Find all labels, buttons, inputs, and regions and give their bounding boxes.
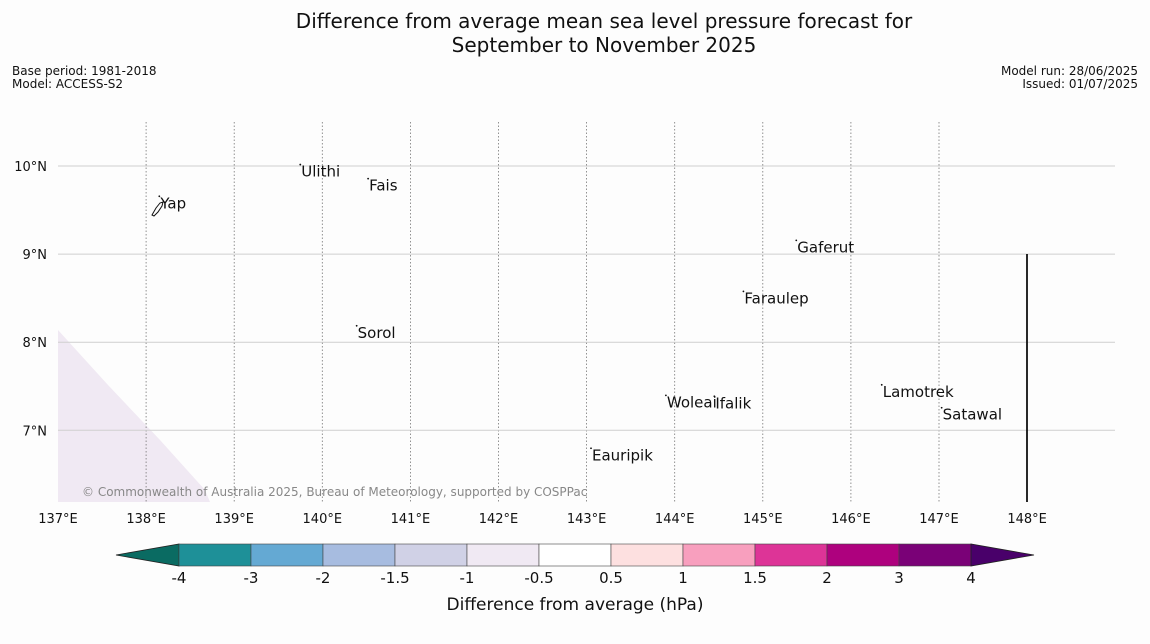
- colorbar-tick-label: -0.5: [524, 569, 553, 587]
- colorbar-tick-label: 2: [822, 569, 832, 587]
- island-marker: [367, 177, 370, 180]
- colorbar-segment: [826, 543, 900, 567]
- place-label: Eauripik: [592, 446, 653, 464]
- axis-tick-labels: 137°E 138°E 139°E 140°E 141°E 142°E 143°E 144°E…: [14, 160, 1047, 527]
- colorbar-tick-label: 1: [678, 569, 688, 587]
- island-marker: [299, 163, 302, 166]
- place-label: Sorol: [358, 324, 396, 342]
- colorbar-segment: [682, 543, 756, 567]
- title-line-2: September to November 2025: [451, 33, 757, 57]
- lon-tick-label: 140°E: [303, 512, 343, 527]
- colorbar-tick-label: -1.5: [380, 569, 409, 587]
- lon-tick-label: 147°E: [919, 512, 959, 527]
- colorbar-tick-label: -4: [172, 569, 187, 587]
- lon-tick-label: 139°E: [214, 512, 254, 527]
- copyright-text: © Commonwealth of Australia 2025, Bureau…: [82, 485, 587, 499]
- title-line-1: Difference from average mean sea level p…: [295, 9, 913, 33]
- colorbar-segment: [538, 543, 612, 567]
- lon-tick-label: 137°E: [38, 512, 78, 527]
- place-label: Fais: [369, 177, 398, 195]
- place-label: Woleai: [667, 393, 717, 411]
- colorbar-title: Difference from average (hPa): [447, 595, 704, 615]
- place-label: Yap: [159, 194, 186, 212]
- colorbar-segment: [466, 543, 540, 567]
- colorbar-max-extension: [970, 543, 1035, 567]
- colorbar-tick-label: 3: [894, 569, 904, 587]
- base-period: Base period: 1981-2018: [12, 64, 157, 78]
- place-label: Satawal: [943, 406, 1002, 424]
- place-label: Gaferut: [797, 238, 854, 256]
- colorbar-segment: [610, 543, 684, 567]
- lon-tick-label: 142°E: [479, 512, 519, 527]
- lon-tick-label: 144°E: [655, 512, 695, 527]
- colorbar-segment: [322, 543, 396, 567]
- lon-tick-label: 138°E: [126, 512, 166, 527]
- place-label: Faraulep: [744, 289, 808, 307]
- island-marker: [880, 383, 883, 386]
- colorbar: -4 -3 -2 -1.5 -1 -0.5 0.5 1 1.5 2 3 4: [115, 543, 1035, 587]
- lon-tick-label: 143°E: [567, 512, 607, 527]
- island-marker: [664, 394, 667, 397]
- lon-tick-label: 141°E: [391, 512, 431, 527]
- colorbar-segment: [394, 543, 468, 567]
- colorbar-segment: [898, 543, 972, 567]
- place-label: Ulithi: [301, 163, 340, 181]
- colorbar-segment: [754, 543, 828, 567]
- meta-right: Model run: 28/06/2025 Issued: 01/07/2025: [1001, 65, 1138, 91]
- colorbar-tick-label: -3: [244, 569, 259, 587]
- lat-tick-label: 8°N: [23, 336, 48, 351]
- island-marker: [355, 324, 358, 327]
- model-run: Model run: 28/06/2025: [1000, 64, 1138, 78]
- place-label: Ifalik: [715, 394, 751, 412]
- colorbar-segment: [178, 543, 252, 567]
- place-labels: Ulithi Fais Yap Gaferut Faraulep Sorol Lamotre…: [151, 163, 1002, 464]
- island-marker: [158, 195, 161, 198]
- colorbar-tick-label: -2: [316, 569, 331, 587]
- lat-tick-label: 7°N: [23, 424, 48, 439]
- colorbar-tick-label: 1.5: [743, 569, 767, 587]
- island-marker: [795, 239, 798, 242]
- colorbar-min-extension: [115, 543, 180, 567]
- island-marker: [940, 406, 943, 409]
- island-marker: [742, 290, 745, 293]
- place-label: Lamotrek: [883, 383, 954, 401]
- colorbar-tick-label: -1: [460, 569, 475, 587]
- pressure-anomaly-shading: [58, 330, 210, 502]
- lon-tick-label: 145°E: [743, 512, 783, 527]
- lat-tick-label: 10°N: [14, 160, 47, 175]
- colorbar-segment: [250, 543, 324, 567]
- meta-left: Base period: 1981-2018 Model: ACCESS-S2: [12, 65, 157, 91]
- lon-tick-label: 146°E: [831, 512, 871, 527]
- colorbar-tick-label: 4: [966, 569, 976, 587]
- model-name: Model: ACCESS-S2: [12, 77, 124, 91]
- lat-tick-label: 9°N: [23, 248, 48, 263]
- map-gridlines: [58, 122, 1115, 502]
- lon-tick-label: 148°E: [1007, 512, 1047, 527]
- colorbar-tick-label: 0.5: [599, 569, 623, 587]
- map-title: Difference from average mean sea level p…: [0, 9, 1150, 57]
- island-marker: [590, 447, 592, 450]
- yap-island-outline: [151, 201, 164, 217]
- island-marker: [713, 395, 716, 398]
- issued-date: Issued: 01/07/2025: [1022, 77, 1138, 91]
